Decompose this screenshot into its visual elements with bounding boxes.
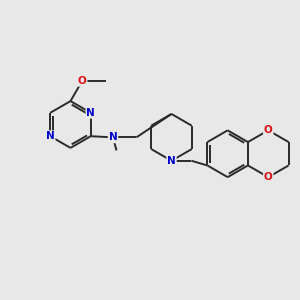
Text: N: N <box>167 156 176 166</box>
Text: O: O <box>78 76 87 86</box>
Text: N: N <box>109 132 117 142</box>
Text: N: N <box>86 108 95 118</box>
Text: N: N <box>46 131 55 141</box>
Text: O: O <box>264 125 273 135</box>
Text: O: O <box>264 172 273 182</box>
